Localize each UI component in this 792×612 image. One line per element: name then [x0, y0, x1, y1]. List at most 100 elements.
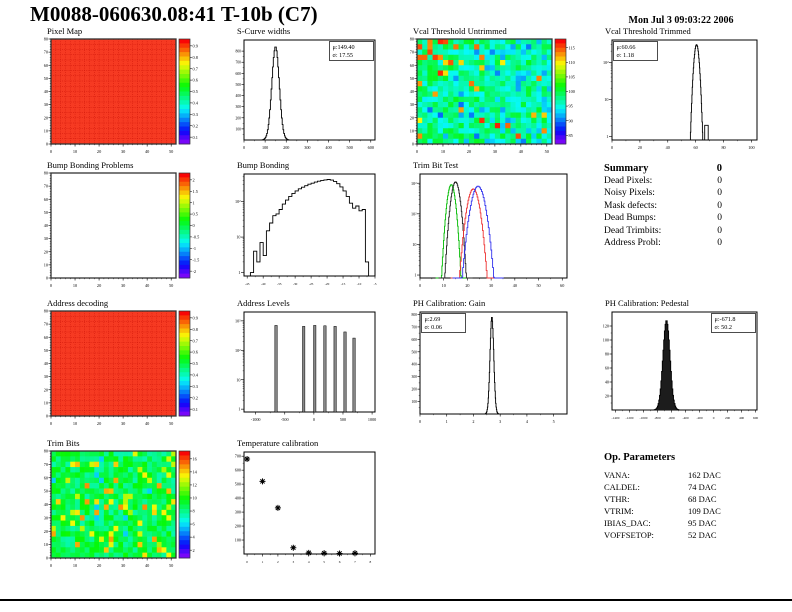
svg-text:1: 1	[446, 419, 448, 424]
vcal-trimmed-plot: 0 20 40 60 80 100 1 10 10² μ:60.66σ: 1.18	[603, 39, 758, 150]
svg-text:-1000: -1000	[251, 417, 261, 422]
svg-text:30: 30	[121, 563, 125, 568]
svg-text:300: 300	[235, 105, 241, 109]
temperature-calibration-plot: 0 1 2 3 4 5 6 7 8 100 200 300 400 500 600 700	[235, 451, 376, 564]
svg-text:10: 10	[193, 496, 197, 501]
svg-text:30: 30	[44, 102, 48, 107]
op-parameters-title: Op. Parameters	[604, 452, 676, 463]
svg-text:1.5: 1.5	[193, 189, 198, 194]
svg-text:1: 1	[606, 134, 608, 139]
svg-text:115: 115	[569, 45, 575, 50]
scurve-widths-plot: 0 100 200 300 400 500 600 100 200 300 400 500 600 700…	[235, 39, 376, 150]
svg-text:4: 4	[308, 560, 310, 564]
ph-pedestal-title: PH Calibration: Pedestal	[605, 298, 690, 308]
svg-text:-5: -5	[374, 282, 377, 286]
svg-text:200: 200	[235, 116, 241, 120]
svg-text:0: 0	[419, 283, 421, 288]
svg-text:0: 0	[713, 416, 715, 420]
svg-text:300: 300	[235, 510, 241, 515]
svg-text:40: 40	[605, 380, 609, 385]
svg-text:20: 20	[97, 563, 101, 568]
svg-text:0: 0	[243, 145, 245, 150]
svg-text:0.1: 0.1	[193, 407, 198, 412]
svg-text:95: 95	[569, 104, 573, 109]
svg-text:0: 0	[50, 149, 52, 154]
kv-row: Dead Pixels: 0	[604, 176, 722, 186]
pixel-map-plot: 0.9 0.8 0.7 0.6 0.5 0.4 0.3 0.2 0.1 0 10 20 30 40 50 0 1…	[44, 37, 199, 154]
svg-text:-45: -45	[245, 282, 250, 286]
svg-text:4: 4	[526, 419, 529, 424]
svg-text:50: 50	[44, 348, 48, 353]
pixel-map-panel: Pixel Map 0.9 0.8 0.7 0.6 0.5 0.4 0.3 0.2 0.1 0 10…	[38, 26, 210, 154]
svg-text:1: 1	[238, 407, 240, 412]
svg-text:20: 20	[97, 283, 101, 288]
svg-text:-25: -25	[309, 282, 314, 286]
svg-text:200: 200	[235, 524, 241, 529]
svg-text:10: 10	[44, 128, 48, 133]
svg-text:30: 30	[44, 236, 48, 241]
svg-text:20: 20	[44, 249, 48, 254]
svg-text:μ:-671.8: μ:-671.8	[715, 316, 736, 323]
svg-text:20: 20	[467, 149, 471, 154]
svg-text:10³: 10³	[411, 181, 417, 186]
svg-text:60: 60	[44, 197, 48, 202]
svg-text:0: 0	[313, 417, 315, 422]
svg-text:40: 40	[145, 283, 149, 288]
svg-text:60: 60	[410, 63, 414, 68]
address-decoding-title: Address decoding	[47, 298, 109, 308]
svg-text:50: 50	[169, 149, 173, 154]
svg-text:2: 2	[472, 419, 474, 424]
svg-text:80: 80	[410, 37, 414, 42]
svg-text:1000: 1000	[368, 417, 376, 422]
svg-text:20: 20	[44, 115, 48, 120]
svg-text:8: 8	[193, 509, 195, 514]
svg-text:10²: 10²	[235, 348, 241, 353]
svg-text:110: 110	[569, 60, 575, 65]
svg-text:10: 10	[236, 235, 240, 240]
svg-text:10²: 10²	[235, 199, 241, 204]
svg-text:100: 100	[235, 538, 241, 543]
svg-text:2: 2	[277, 560, 279, 564]
vcal-untrimmed-plot: 115 110 105 100 95 90 85 0 10 20 30 40 50 0 10 20 30 40 50…	[410, 37, 575, 154]
op-parameters-rows: VANA: 162 DAC CALDEL: 74 DAC VTHR: 68 DAC VTRI…	[604, 469, 764, 541]
ph-gain-title: PH Calibration: Gain	[413, 298, 486, 308]
svg-text:2: 2	[193, 177, 195, 182]
ph-pedestal-panel: PH Calibration: Pedestal -1400 -1200 -1000…	[596, 298, 762, 420]
svg-text:0.1: 0.1	[193, 135, 198, 140]
svg-text:500: 500	[411, 350, 417, 354]
svg-text:30: 30	[493, 149, 497, 154]
svg-text:100: 100	[262, 145, 268, 150]
svg-text:0.3: 0.3	[193, 112, 198, 117]
svg-text:10: 10	[73, 283, 77, 288]
svg-text:-1200: -1200	[626, 416, 634, 420]
svg-text:-0.5: -0.5	[193, 235, 200, 240]
svg-text:40: 40	[519, 149, 523, 154]
svg-text:20: 20	[638, 145, 642, 150]
svg-text:-35: -35	[277, 282, 282, 286]
svg-text:10²: 10²	[411, 211, 417, 216]
svg-text:40: 40	[44, 502, 48, 507]
svg-text:200: 200	[725, 416, 730, 420]
svg-text:10: 10	[441, 149, 445, 154]
ph-gain-plot: 0 1 2 3 4 5 100 200 300 400 500 600 700 800 μ:2.69σ: 0…	[411, 311, 568, 424]
svg-text:800: 800	[411, 313, 417, 317]
svg-text:50: 50	[169, 283, 173, 288]
page-title: M0088-060630.08:41 T-10b (C7)	[30, 2, 318, 26]
svg-text:-30: -30	[293, 282, 298, 286]
svg-text:60: 60	[560, 283, 564, 288]
svg-text:105: 105	[569, 75, 575, 80]
vcal-untrimmed-panel: Vcal Threshold Untrimmed 115 110 105 100 95 9…	[404, 26, 586, 154]
kv-row: VANA: 162 DAC	[604, 470, 721, 480]
svg-text:0.9: 0.9	[193, 315, 198, 320]
svg-text:1: 1	[414, 273, 416, 278]
scurve-widths-panel: S-Curve widths 0 100 200 300 400 500 600 100 200…	[228, 26, 380, 150]
svg-text:10: 10	[73, 421, 77, 426]
summary-title: Summary	[604, 163, 649, 174]
vcal-trimmed-title: Vcal Threshold Trimmed	[605, 26, 691, 36]
svg-text:500: 500	[347, 145, 353, 150]
svg-text:50: 50	[169, 563, 173, 568]
svg-text:50: 50	[44, 489, 48, 494]
summary-total: 0	[716, 163, 722, 174]
kv-row: Noisy Pixels: 0	[604, 188, 722, 199]
svg-text:40: 40	[410, 89, 414, 94]
